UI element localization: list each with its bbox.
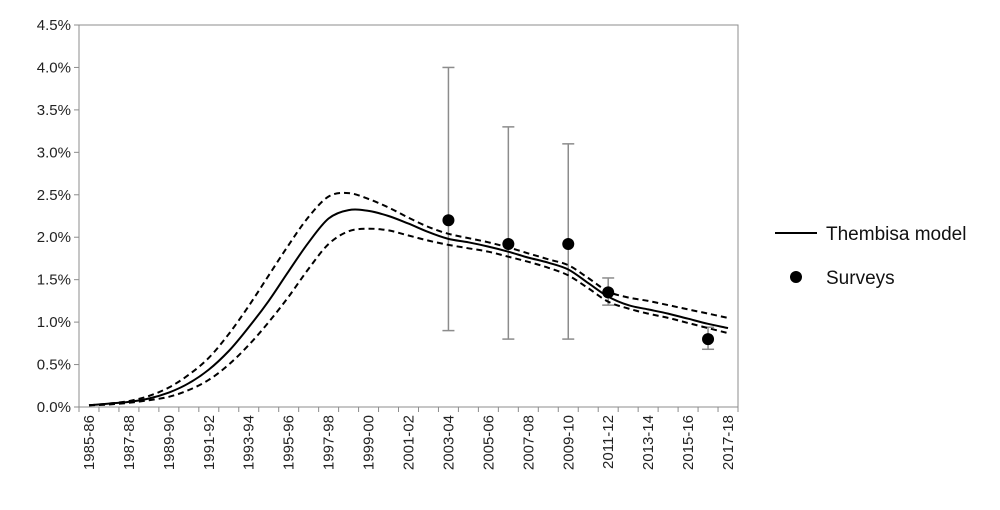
y-tick-label: 4.5% <box>37 17 71 34</box>
x-tick-label: 2001-02 <box>401 415 418 470</box>
survey-point <box>702 333 715 346</box>
y-tick-label: 2.5% <box>37 187 71 204</box>
series-line-bound-1 <box>88 191 729 407</box>
legend-swatch-surveys <box>790 271 802 283</box>
y-tick-label: 3.5% <box>37 102 71 119</box>
y-tick-label: 0.5% <box>37 357 71 374</box>
x-tick-label: 2007-08 <box>520 415 537 470</box>
y-tick-label: 1.0% <box>37 314 71 331</box>
x-tick-label: 2013-14 <box>640 415 657 470</box>
series-line-bound-2 <box>88 227 729 407</box>
series-line-thembisa-model <box>88 208 729 407</box>
x-tick-label: 2009-10 <box>560 415 577 470</box>
series-lines <box>88 191 729 407</box>
x-tick-label: 2011-12 <box>600 415 617 469</box>
survey-point <box>562 238 575 251</box>
plot-area <box>78 24 739 408</box>
legend-label-thembisa-model: Thembisa model <box>826 224 966 245</box>
y-tick-label: 2.0% <box>37 229 71 246</box>
x-tick-label: 1997-98 <box>321 415 338 470</box>
x-tick-label: 1985-86 <box>81 415 98 470</box>
x-tick-label: 2003-04 <box>440 415 457 470</box>
x-tick-label: 1993-94 <box>241 415 258 470</box>
x-tick-label: 2005-06 <box>480 415 497 470</box>
x-tick-label: 1995-96 <box>281 415 298 470</box>
legend: Thembisa model Surveys <box>775 224 966 289</box>
x-tick-label: 2017-18 <box>720 415 737 470</box>
y-tick-label: 1.5% <box>37 272 71 289</box>
x-tick-label: 2015-16 <box>680 415 697 470</box>
y-tick-label: 0.0% <box>37 399 71 416</box>
y-tick-label: 3.0% <box>37 144 71 161</box>
legend-label-surveys: Surveys <box>826 268 895 289</box>
plot-frame <box>78 24 739 408</box>
survey-markers <box>442 214 715 346</box>
survey-point <box>442 214 455 227</box>
survey-point <box>502 238 515 251</box>
survey-point <box>602 286 615 299</box>
x-tick-label: 1987-88 <box>121 415 138 470</box>
x-axis-ticks: 1985-86 1987-88 1989-90 1991-92 1993-94 1995-… <box>78 407 739 470</box>
x-tick-label: 1999-00 <box>361 415 378 470</box>
y-tick-label: 4.0% <box>37 59 71 76</box>
y-axis-ticks: 0.0% 0.5% 1.0% 1.5% 2.0% 2.5% 3.0% 3.5% 4.0% 4.5% <box>37 17 79 416</box>
x-tick-label: 1989-90 <box>161 415 178 470</box>
x-tick-label: 1991-92 <box>201 415 218 470</box>
